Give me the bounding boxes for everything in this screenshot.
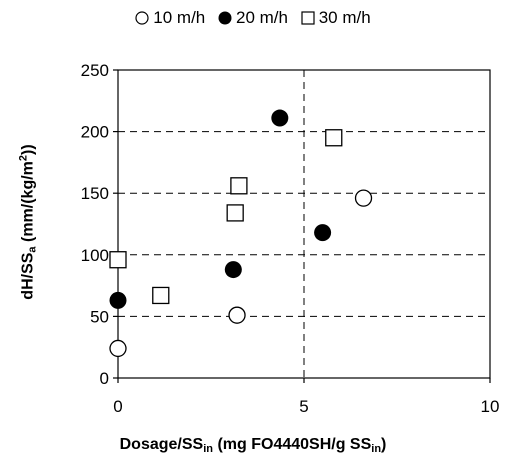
plot-frame	[117, 69, 491, 379]
data-point-10	[109, 339, 127, 358]
y-tick-label: 0	[100, 369, 109, 388]
x-axis-label: Dosage/SSin (mg FO4440SH/g SSin)	[119, 436, 387, 455]
data-point-10	[228, 306, 246, 324]
y-tick-label: 250	[81, 61, 109, 80]
legend-label-10: 10 m/h	[153, 8, 206, 27]
data-point-20	[314, 224, 332, 242]
legend: 10 m/h 20 m/h 30 m/h	[0, 8, 506, 28]
y-tick-label: 200	[81, 123, 109, 142]
data-point-20	[271, 109, 289, 127]
data-point-30	[226, 204, 244, 222]
y-tick-label: 50	[90, 307, 109, 326]
data-point-30	[230, 177, 248, 195]
x-tick-label: 5	[299, 397, 308, 416]
legend-item-30: 30 m/h	[301, 8, 371, 28]
data-point-10	[354, 189, 373, 207]
data-point-30	[325, 129, 343, 147]
legend-item-20: 20 m/h	[218, 8, 288, 28]
data-point-20	[224, 261, 242, 279]
y-tick-label: 100	[81, 246, 109, 265]
data-point-20	[109, 291, 127, 309]
y-tick-label: 150	[81, 184, 109, 203]
square-open-marker-icon	[301, 11, 315, 25]
data-point-30	[152, 286, 170, 305]
data-point-30	[109, 251, 127, 269]
x-tick-label: 10	[481, 397, 500, 416]
legend-label-20: 20 m/h	[236, 8, 288, 27]
circle-filled-marker-icon	[218, 11, 232, 25]
legend-item-10: 10 m/h	[135, 8, 205, 28]
legend-label-30: 30 m/h	[318, 8, 371, 27]
circle-open-marker-icon	[135, 11, 149, 25]
x-tick-label: 0	[113, 397, 122, 416]
